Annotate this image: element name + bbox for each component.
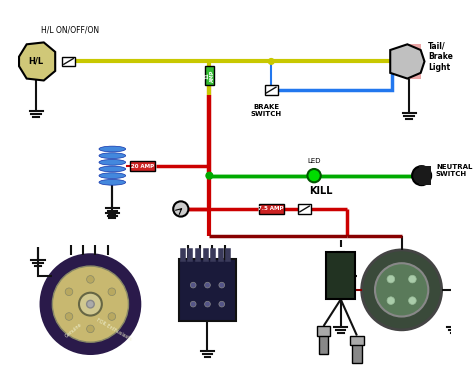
Circle shape (409, 297, 416, 305)
Text: NEUTRAL
SWITCH: NEUTRAL SWITCH (436, 164, 472, 177)
Circle shape (219, 301, 225, 307)
Circle shape (362, 250, 442, 330)
Text: Tail/
Brake
Light: Tail/ Brake Light (428, 42, 453, 72)
Circle shape (387, 275, 395, 283)
Circle shape (87, 325, 94, 333)
Text: BRAKE
SWITCH: BRAKE SWITCH (251, 104, 282, 117)
Bar (419, 166, 431, 185)
Circle shape (268, 58, 274, 64)
Text: Genuine: Genuine (64, 322, 82, 339)
Text: 7.5 AMP: 7.5 AMP (258, 207, 284, 211)
Polygon shape (390, 44, 425, 78)
Circle shape (219, 282, 225, 288)
Circle shape (79, 293, 102, 316)
Text: KILL: KILL (310, 185, 333, 196)
Circle shape (108, 288, 116, 296)
Ellipse shape (99, 179, 126, 185)
Text: 20 AMP: 20 AMP (131, 164, 155, 169)
Text: H/L: H/L (28, 57, 44, 66)
Circle shape (52, 266, 128, 342)
Circle shape (173, 201, 189, 216)
Circle shape (412, 166, 431, 185)
Bar (62, 57, 75, 66)
Bar (352, 342, 362, 363)
Text: H/L ON/OFF/ON: H/L ON/OFF/ON (41, 26, 99, 35)
Text: FOR Enthusiasts: FOR Enthusiasts (95, 317, 132, 341)
Circle shape (205, 301, 210, 307)
Text: 11
AMP: 11 AMP (204, 69, 215, 82)
Bar (130, 161, 155, 171)
Circle shape (387, 297, 395, 305)
Bar (407, 44, 420, 78)
Ellipse shape (99, 173, 126, 178)
Circle shape (191, 282, 196, 288)
Bar (350, 336, 364, 345)
Circle shape (87, 300, 94, 308)
Ellipse shape (99, 153, 126, 158)
Ellipse shape (99, 159, 126, 165)
Polygon shape (19, 42, 55, 80)
Circle shape (108, 313, 116, 320)
Bar (319, 333, 328, 354)
Ellipse shape (99, 166, 126, 172)
Bar (327, 252, 355, 299)
Text: LED: LED (307, 158, 321, 164)
Bar (179, 259, 236, 321)
Circle shape (207, 173, 212, 178)
Circle shape (375, 263, 428, 317)
Bar (259, 204, 283, 214)
Bar (298, 204, 311, 214)
Circle shape (65, 288, 73, 296)
Circle shape (65, 313, 73, 320)
Circle shape (308, 169, 321, 182)
Bar (317, 326, 330, 336)
Circle shape (87, 276, 94, 283)
Circle shape (41, 254, 140, 354)
Circle shape (409, 275, 416, 283)
Circle shape (191, 301, 196, 307)
Ellipse shape (99, 146, 126, 152)
Bar (264, 85, 278, 95)
Circle shape (206, 172, 213, 179)
Bar (205, 66, 214, 85)
Circle shape (205, 282, 210, 288)
